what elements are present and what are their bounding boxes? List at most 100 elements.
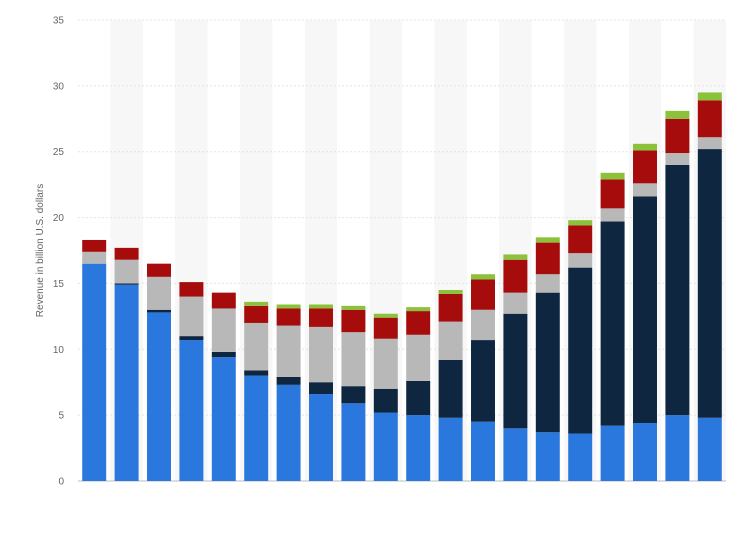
bar-segment-series-1[interactable] <box>503 428 528 481</box>
bar-segment-series-3[interactable] <box>697 137 722 150</box>
bar-segment-series-2[interactable] <box>600 221 625 426</box>
bar-segment-series-5[interactable] <box>309 304 333 309</box>
bar-segment-series-3[interactable] <box>244 322 269 371</box>
bar-segment-series-4[interactable] <box>341 309 366 333</box>
bar-segment-series-2[interactable] <box>309 382 333 395</box>
bar-segment-series-4[interactable] <box>600 179 625 209</box>
bar-segment-series-2[interactable] <box>406 380 431 416</box>
bar-segment-series-3[interactable] <box>406 334 431 381</box>
bar-segment-series-3[interactable] <box>600 208 625 222</box>
bar-segment-series-2[interactable] <box>276 376 301 385</box>
bar-segment-series-4[interactable] <box>82 239 107 252</box>
bar-segment-series-5[interactable] <box>535 237 560 243</box>
bar-segment-series-1[interactable] <box>309 394 333 481</box>
bar-segment-series-2[interactable] <box>535 292 560 433</box>
y-tick-label: 5 <box>58 411 64 422</box>
bar-segment-series-1[interactable] <box>179 340 204 481</box>
bar-segment-series-1[interactable] <box>276 384 301 481</box>
bar-segment-series-2[interactable] <box>438 359 463 418</box>
bar-segment-series-1[interactable] <box>665 415 690 481</box>
bar-segment-series-3[interactable] <box>633 183 657 197</box>
bar-segment-series-3[interactable] <box>373 338 398 389</box>
bar-segment-series-5[interactable] <box>438 290 463 294</box>
bar-segment-series-1[interactable] <box>244 375 269 481</box>
bar-segment-series-1[interactable] <box>633 423 657 481</box>
bar-segment-series-1[interactable] <box>471 421 495 481</box>
bar-segment-series-2[interactable] <box>568 267 593 434</box>
bar-segment-series-3[interactable] <box>568 253 593 268</box>
bar-segment-series-2[interactable] <box>341 386 366 404</box>
bar-segment-series-4[interactable] <box>568 225 593 254</box>
bar-segment-series-5[interactable] <box>406 307 431 312</box>
bar-segment-series-3[interactable] <box>341 332 366 387</box>
bar-segment-series-2[interactable] <box>114 283 139 285</box>
bar-segment-series-4[interactable] <box>665 118 690 154</box>
bar-segment-series-4[interactable] <box>179 282 204 297</box>
bar-segment-series-3[interactable] <box>309 326 333 383</box>
bar-segment-series-3[interactable] <box>503 292 528 314</box>
bar-segment-series-4[interactable] <box>373 317 398 339</box>
bar-segment-series-4[interactable] <box>276 308 301 326</box>
bar-segment-series-4[interactable] <box>147 263 171 277</box>
bar-segment-series-1[interactable] <box>438 417 463 481</box>
bar-segment-series-1[interactable] <box>341 403 366 481</box>
bar-segment-series-4[interactable] <box>309 308 333 327</box>
bar-segment-series-1[interactable] <box>114 284 139 481</box>
bar-segment-series-2[interactable] <box>633 196 657 424</box>
bar-segment-series-3[interactable] <box>114 259 139 284</box>
bar-segment-series-2[interactable] <box>665 164 690 416</box>
y-axis-ticks: 0 5 10 15 20 25 30 35 <box>53 16 65 488</box>
bar-segment-series-1[interactable] <box>697 417 722 481</box>
bar-segment-series-5[interactable] <box>373 313 398 318</box>
bar-segment-series-5[interactable] <box>341 305 366 310</box>
bar-segment-series-3[interactable] <box>147 276 171 310</box>
bar-segment-series-1[interactable] <box>82 263 107 481</box>
bar-segment-series-3[interactable] <box>665 153 690 165</box>
bar-segment-series-3[interactable] <box>179 296 204 337</box>
bar-segment-series-4[interactable] <box>244 305 269 323</box>
bar-segment-series-2[interactable] <box>244 370 269 376</box>
y-tick-label: 0 <box>58 477 64 488</box>
bar-segment-series-1[interactable] <box>373 412 398 481</box>
bar-segment-series-2[interactable] <box>147 309 171 313</box>
bar-segment-series-2[interactable] <box>697 149 722 418</box>
bar-segment-series-2[interactable] <box>179 336 204 341</box>
bar-segment-series-5[interactable] <box>471 274 495 280</box>
bar-segment-series-3[interactable] <box>82 251 107 264</box>
bar-segment-series-4[interactable] <box>535 242 560 275</box>
bar-segment-series-1[interactable] <box>211 357 236 481</box>
bar-segment-series-3[interactable] <box>535 274 560 293</box>
bar-segment-series-4[interactable] <box>114 247 139 260</box>
bar-segment-series-5[interactable] <box>503 254 528 260</box>
bar-segment-series-4[interactable] <box>438 293 463 322</box>
bar-segment-series-1[interactable] <box>406 415 431 481</box>
bar-segment-series-3[interactable] <box>471 309 495 341</box>
bar-segment-series-5[interactable] <box>697 92 722 101</box>
bar-segment-series-5[interactable] <box>568 220 593 226</box>
bar-segment-series-2[interactable] <box>211 351 236 358</box>
bar-segment-series-4[interactable] <box>406 311 431 335</box>
bar-segment-series-5[interactable] <box>244 301 269 306</box>
bar-segment-series-5[interactable] <box>633 143 657 151</box>
bar-segment-series-2[interactable] <box>471 340 495 422</box>
y-axis-label: Revenue in billion U.S. dollars <box>35 184 46 317</box>
bar-segment-series-4[interactable] <box>211 292 236 309</box>
bar-segment-series-5[interactable] <box>600 172 625 180</box>
bar-segment-series-3[interactable] <box>211 308 236 352</box>
bar-segment-series-5[interactable] <box>276 304 301 309</box>
bar-segment-series-2[interactable] <box>503 313 528 429</box>
bars <box>82 92 722 481</box>
bar-segment-series-4[interactable] <box>503 259 528 293</box>
bar-segment-series-2[interactable] <box>373 388 398 413</box>
bar-segment-series-1[interactable] <box>568 433 593 481</box>
bar-segment-series-1[interactable] <box>600 425 625 481</box>
bar-segment-series-5[interactable] <box>665 110 690 119</box>
bar-segment-series-3[interactable] <box>438 321 463 360</box>
bar-segment-series-1[interactable] <box>535 432 560 481</box>
bar-segment-series-4[interactable] <box>471 279 495 310</box>
y-tick-label: 30 <box>53 81 65 92</box>
bar-segment-series-4[interactable] <box>633 150 657 184</box>
bar-segment-series-4[interactable] <box>697 100 722 138</box>
bar-segment-series-3[interactable] <box>276 325 301 377</box>
bar-segment-series-1[interactable] <box>147 312 171 481</box>
